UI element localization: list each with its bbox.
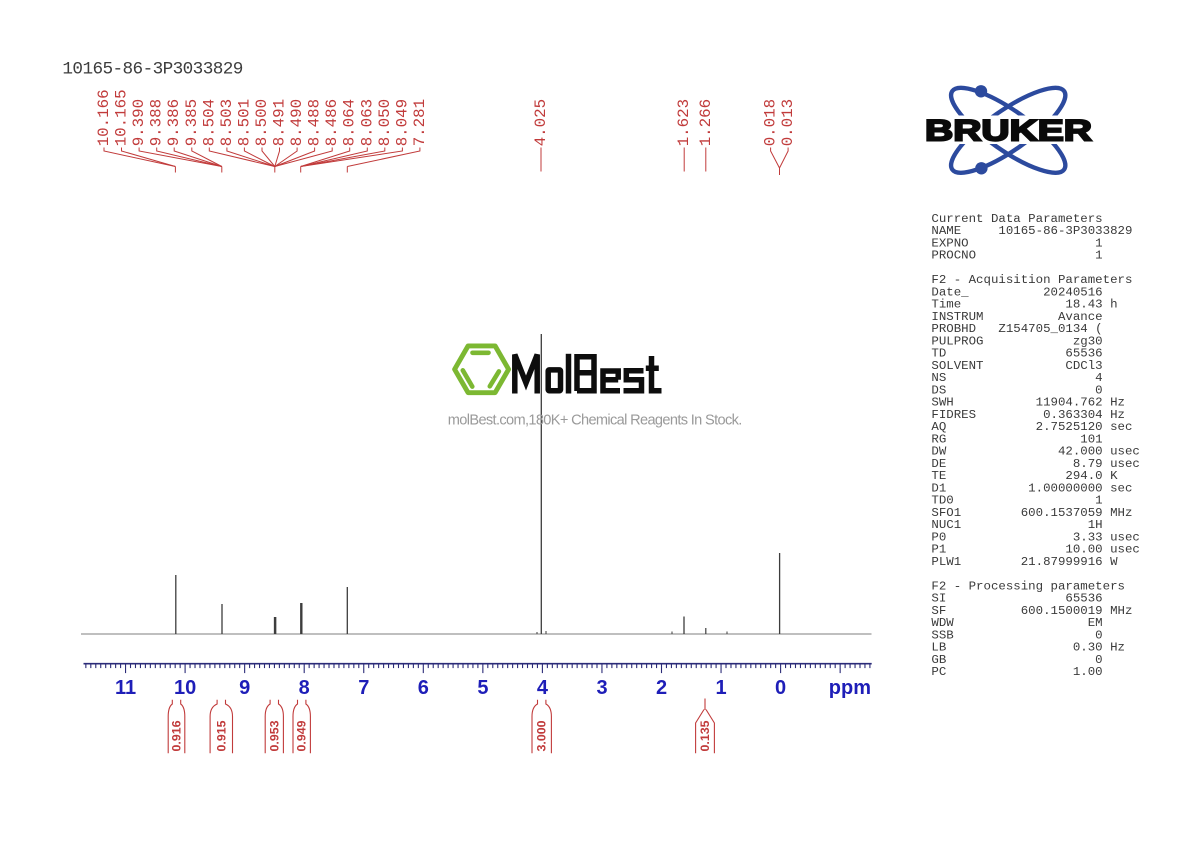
svg-text:8.488: 8.488 — [306, 99, 324, 146]
svg-text:F2 - Processing parameters: F2 - Processing parameters — [931, 579, 1125, 593]
svg-text:7: 7 — [358, 677, 369, 699]
svg-text:NS 4: NS 4 — [931, 371, 1102, 385]
svg-text:INSTRUM Avance: INSTRUM Avance — [931, 310, 1102, 324]
svg-text:BRUKER: BRUKER — [925, 114, 1092, 147]
svg-text:GB 0: GB 0 — [931, 653, 1102, 667]
svg-text:10: 10 — [174, 677, 196, 699]
svg-text:8.063: 8.063 — [358, 99, 376, 146]
svg-text:0.949: 0.949 — [295, 720, 309, 751]
svg-text:10.165: 10.165 — [113, 89, 131, 146]
svg-text:PC 1.00: PC 1.00 — [931, 665, 1102, 679]
svg-text:WDW EM: WDW EM — [931, 616, 1102, 630]
svg-text:SWH 11904.762 Hz: SWH 11904.762 Hz — [931, 396, 1125, 410]
svg-text:10.166: 10.166 — [95, 89, 113, 146]
svg-text:9.390: 9.390 — [130, 99, 148, 146]
svg-text:TD 65536: TD 65536 — [931, 347, 1102, 361]
svg-text:9.386: 9.386 — [165, 99, 183, 146]
svg-text:0.916: 0.916 — [170, 720, 184, 751]
svg-text:8.049: 8.049 — [393, 99, 411, 146]
svg-text:2: 2 — [656, 677, 667, 699]
svg-text:Current Data Parameters: Current Data Parameters — [931, 212, 1102, 226]
svg-text:SF 600.1500019 MHz: SF 600.1500019 MHz — [931, 604, 1132, 618]
svg-text:SOLVENT CDCl3: SOLVENT CDCl3 — [931, 359, 1102, 373]
svg-text:NAME 10165-86-3P3033829: NAME 10165-86-3P3033829 — [931, 224, 1132, 238]
svg-text:RG 101: RG 101 — [931, 432, 1102, 446]
svg-text:8.050: 8.050 — [376, 99, 394, 146]
svg-text:PULPROG zg30: PULPROG zg30 — [931, 334, 1102, 348]
svg-text:8.064: 8.064 — [341, 99, 359, 146]
svg-text:1: 1 — [716, 677, 727, 699]
svg-text:10165-86-3P3033829: 10165-86-3P3033829 — [62, 59, 243, 79]
svg-text:7.281: 7.281 — [411, 99, 429, 146]
svg-text:0.018: 0.018 — [762, 99, 780, 146]
svg-text:PROBHD Z154705_0134 (: PROBHD Z154705_0134 ( — [931, 322, 1102, 336]
svg-text:TD0 1: TD0 1 — [931, 494, 1102, 508]
svg-text:ppm: ppm — [829, 677, 871, 699]
svg-text:P1 10.00 usec: P1 10.00 usec — [931, 543, 1139, 557]
svg-text:PLW1 21.87999916 W: PLW1 21.87999916 W — [931, 555, 1118, 569]
svg-text:4.025: 4.025 — [532, 99, 550, 146]
svg-text:AQ 2.7525120 sec: AQ 2.7525120 sec — [931, 420, 1132, 434]
svg-text:1.623: 1.623 — [675, 99, 693, 146]
svg-text:8.503: 8.503 — [218, 99, 236, 146]
svg-text:0: 0 — [775, 677, 786, 699]
svg-text:8.486: 8.486 — [323, 99, 341, 146]
svg-text:LB 0.30 Hz: LB 0.30 Hz — [931, 641, 1125, 655]
svg-text:FIDRES 0.363304 Hz: FIDRES 0.363304 Hz — [931, 408, 1125, 422]
svg-text:Time 18.43 h: Time 18.43 h — [931, 298, 1117, 312]
svg-text:TE 294.0 K: TE 294.0 K — [931, 469, 1118, 483]
svg-text:0.953: 0.953 — [267, 720, 281, 751]
svg-text:8.504: 8.504 — [200, 99, 218, 146]
svg-text:0.013: 0.013 — [779, 99, 797, 146]
svg-text:molBest.com,180K+ Chemical Rea: molBest.com,180K+ Chemical Reagents In S… — [448, 413, 743, 429]
svg-text:6: 6 — [418, 677, 429, 699]
svg-text:3: 3 — [596, 677, 607, 699]
svg-text:9: 9 — [239, 677, 250, 699]
svg-text:8: 8 — [299, 677, 310, 699]
svg-text:0.135: 0.135 — [698, 720, 712, 751]
svg-text:9.385: 9.385 — [183, 99, 201, 146]
svg-text:1.266: 1.266 — [697, 99, 715, 146]
svg-text:SSB 0: SSB 0 — [931, 628, 1102, 642]
svg-text:0.915: 0.915 — [214, 720, 228, 751]
svg-text:5: 5 — [477, 677, 488, 699]
svg-text:3.000: 3.000 — [535, 720, 549, 751]
svg-text:8.501: 8.501 — [235, 99, 253, 146]
svg-text:Date_ 20240516: Date_ 20240516 — [931, 285, 1102, 299]
svg-text:8.500: 8.500 — [253, 99, 271, 146]
svg-text:9.388: 9.388 — [148, 99, 166, 146]
svg-text:SFO1 600.1537059 MHz: SFO1 600.1537059 MHz — [931, 506, 1132, 520]
svg-text:SI 65536: SI 65536 — [931, 592, 1102, 606]
svg-text:EXPNO 1: EXPNO 1 — [931, 236, 1102, 250]
svg-text:DE 8.79 usec: DE 8.79 usec — [931, 457, 1139, 471]
svg-text:8.490: 8.490 — [288, 99, 306, 146]
svg-text:8.491: 8.491 — [271, 99, 289, 146]
svg-text:DW 42.000 usec: DW 42.000 usec — [931, 445, 1139, 459]
svg-text:PROCNO 1: PROCNO 1 — [931, 249, 1102, 263]
svg-text:11: 11 — [115, 677, 136, 699]
svg-text:P0 3.33 usec: P0 3.33 usec — [931, 530, 1139, 544]
svg-text:D1 1.00000000 sec: D1 1.00000000 sec — [931, 481, 1132, 495]
svg-text:DS 0: DS 0 — [931, 383, 1102, 397]
svg-text:NUC1 1H: NUC1 1H — [931, 518, 1102, 532]
svg-text:F2 - Acquisition Parameters: F2 - Acquisition Parameters — [931, 273, 1132, 287]
svg-text:4: 4 — [537, 677, 549, 699]
